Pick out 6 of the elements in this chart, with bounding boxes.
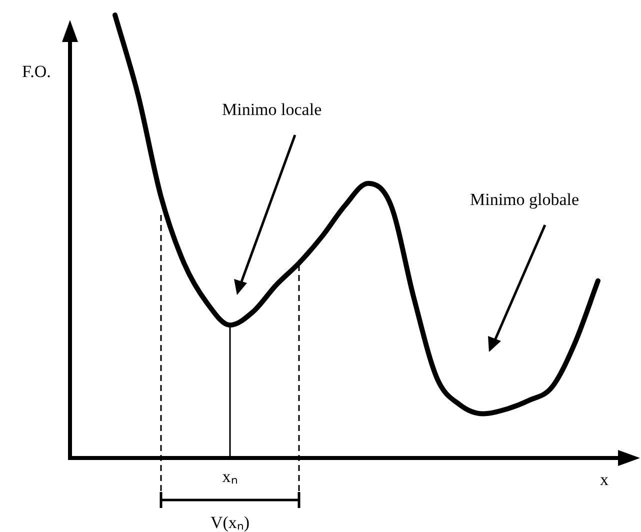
y-axis-title: F.O.	[22, 62, 51, 82]
x-axis-title: x	[600, 470, 608, 490]
annotation: Minimo globale	[470, 190, 580, 210]
annotation: Minimo locale	[222, 100, 322, 120]
text: V(xₙ)	[210, 512, 250, 532]
text: xₙ	[222, 466, 238, 487]
